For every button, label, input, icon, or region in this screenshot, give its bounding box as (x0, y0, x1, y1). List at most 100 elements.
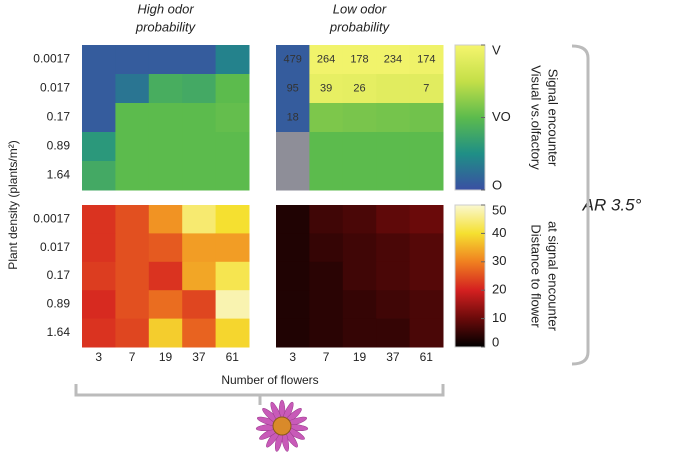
y-tick-label: 0.0017 (33, 211, 70, 225)
heatmap-cell (342, 132, 377, 162)
heatmap-cell (148, 318, 183, 348)
heatmap-cell (376, 233, 411, 263)
heatmap-cell (376, 261, 411, 291)
heatmap-cell (148, 45, 183, 75)
heatmap-cell (309, 103, 344, 133)
y-tick-label: 0.89 (47, 139, 71, 153)
cell-count: 39 (320, 82, 332, 94)
heatmap-cell (409, 74, 444, 104)
heatmap-cell (182, 318, 217, 348)
x-tick-label: 3 (95, 350, 102, 364)
heatmap-cell (148, 161, 183, 191)
heatmap-cell (276, 74, 310, 104)
flower-icon (255, 399, 309, 452)
heatmap-cell (182, 74, 217, 104)
heatmap-cell (115, 290, 150, 320)
y-tick-label: 1.64 (47, 168, 71, 182)
colorbar-tick-label: VO (492, 109, 511, 124)
heatmap-cell (409, 132, 444, 162)
heatmap-cell (309, 318, 344, 348)
heatmap-cell (342, 161, 377, 191)
y-tick-label: 0.0017 (33, 52, 70, 66)
heatmap-cell (148, 103, 183, 133)
annotation: AR 3.5° (582, 195, 642, 214)
column-title: probability (329, 19, 391, 34)
x-tick-label: 37 (192, 350, 206, 364)
heatmap-cell (276, 290, 310, 320)
cell-count: 479 (284, 53, 302, 65)
x-tick-label: 3 (289, 350, 296, 364)
heatmap-cell (215, 45, 250, 75)
colorbar-label: Distance to flower (529, 224, 544, 328)
cell-count: 95 (287, 82, 299, 94)
colorbar-tick-label: 20 (492, 282, 506, 297)
column-title: probability (135, 19, 197, 34)
heatmap-cell (276, 205, 310, 234)
colorbar-tick-label: 30 (492, 253, 506, 268)
heatmap-cell (342, 45, 377, 75)
heatmap-cell (276, 132, 310, 162)
heatmap-cell (376, 161, 411, 191)
heatmap-cell (409, 205, 444, 234)
heatmap-cell (182, 103, 217, 133)
heatmap-cell (82, 103, 116, 133)
y-tick-label: 0.017 (40, 240, 70, 254)
cell-count: 174 (417, 53, 435, 65)
heatmap-cell (148, 74, 183, 104)
heatmap-cell (148, 205, 183, 234)
heatmap-cell (115, 161, 150, 191)
heatmap-cell (409, 45, 444, 75)
heatmap-cell (409, 103, 444, 133)
heatmap-cell (182, 205, 217, 234)
heatmap-cell (376, 205, 411, 234)
heatmap-cell (409, 318, 444, 348)
heatmap-cell (148, 261, 183, 291)
heatmap-cell (148, 132, 183, 162)
heatmap-cell (115, 74, 150, 104)
heatmap-cell (342, 205, 377, 234)
bracket-bottom (74, 384, 445, 405)
heatmap-cell (215, 233, 250, 263)
heatmap-cell (376, 132, 411, 162)
x-tick-label: 7 (323, 350, 330, 364)
heatmap-cell (182, 161, 217, 191)
colorbar-tick-label: 10 (492, 310, 506, 325)
cell-count: 234 (384, 53, 402, 65)
heatmap-cell (82, 74, 116, 104)
heatmap-cell (309, 205, 344, 234)
heatmap-cell (215, 261, 250, 291)
colorbar-tick-label: 50 (492, 202, 506, 217)
heatmap-cell (82, 205, 116, 234)
heatmap-cell (215, 132, 250, 162)
x-tick-label: 19 (353, 350, 367, 364)
heatmap-cell (82, 45, 116, 75)
heatmap-cell (82, 132, 116, 162)
cell-count: 7 (423, 82, 429, 94)
heatmap-cell (376, 74, 411, 104)
heatmap-cell (82, 261, 116, 291)
heatmap-cell (215, 205, 250, 234)
heatmap-cell (115, 45, 150, 75)
heatmap-cell (376, 45, 411, 75)
cell-count: 26 (353, 82, 365, 94)
heatmap-cell (276, 261, 310, 291)
colorbar-tick-label: O (492, 177, 502, 192)
heatmap-cell (309, 132, 344, 162)
y-axis-label: Plant density (plants/m²) (6, 140, 20, 269)
heatmap-cell (115, 233, 150, 263)
heatmap-cell (215, 290, 250, 320)
column-title: High odor (137, 1, 194, 16)
x-tick-label: 7 (129, 350, 136, 364)
heatmap-cell (215, 74, 250, 104)
heatmap-cell (115, 103, 150, 133)
heatmap-cell (182, 290, 217, 320)
y-tick-label: 0.17 (47, 268, 71, 282)
bracket-right (571, 44, 590, 366)
heatmap-cell (215, 318, 250, 348)
heatmap-cell (215, 161, 250, 191)
heatmap-cell (276, 45, 310, 75)
cell-count: 178 (350, 53, 368, 65)
heatmap-cell (309, 45, 344, 75)
colorbar-tick-label: 0 (492, 334, 499, 349)
